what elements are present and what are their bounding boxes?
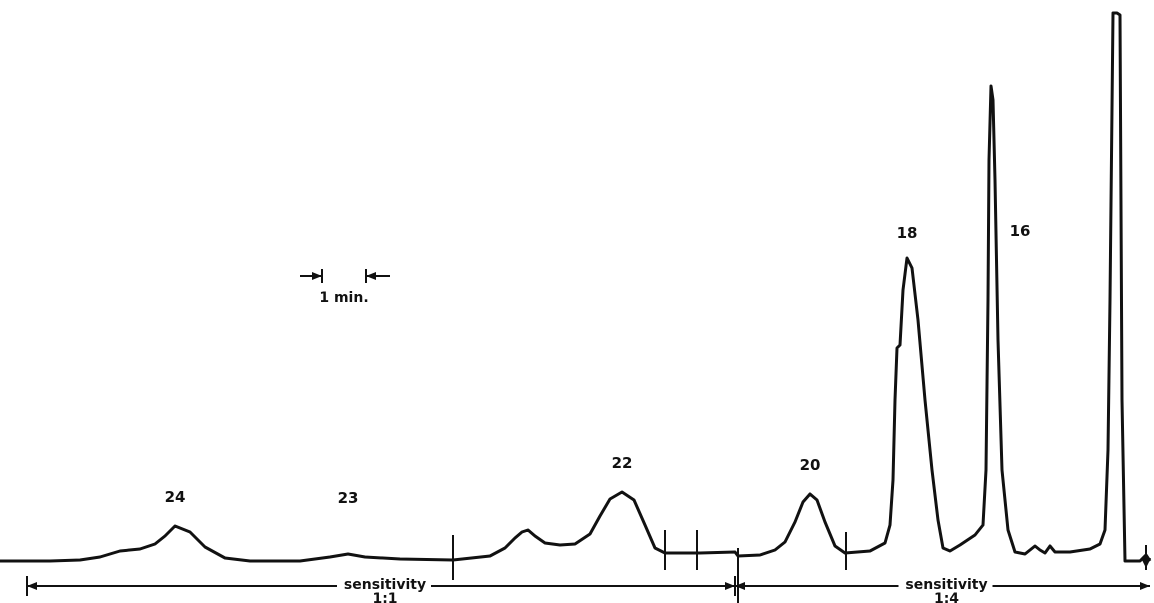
peak-label-22: 22 xyxy=(612,454,633,472)
sensitivity-ratio: 1:4 xyxy=(934,591,959,603)
sensitivity-ratio: 1:1 xyxy=(372,591,397,603)
peak-label-24: 24 xyxy=(165,488,186,506)
arrow-right-icon xyxy=(1140,582,1150,590)
sensitivity-label: sensitivity xyxy=(905,577,987,593)
peak-label-16: 16 xyxy=(1010,222,1031,240)
time-scale-label: 1 min. xyxy=(319,290,368,306)
range-ticks xyxy=(452,530,1151,603)
arrow-left-icon xyxy=(27,582,37,590)
peak-label-18: 18 xyxy=(897,224,918,242)
sensitivity-label: sensitivity xyxy=(344,577,426,593)
peak-labels: 24 23 22 20 18 16 xyxy=(165,222,1031,507)
chromatogram-trace xyxy=(0,11,1152,563)
arrow-right-icon xyxy=(725,582,735,590)
arrow-left-icon xyxy=(735,582,745,590)
peak-label-20: 20 xyxy=(800,456,821,474)
time-scale: 1 min. xyxy=(300,269,390,306)
peak-label-23: 23 xyxy=(338,489,359,507)
